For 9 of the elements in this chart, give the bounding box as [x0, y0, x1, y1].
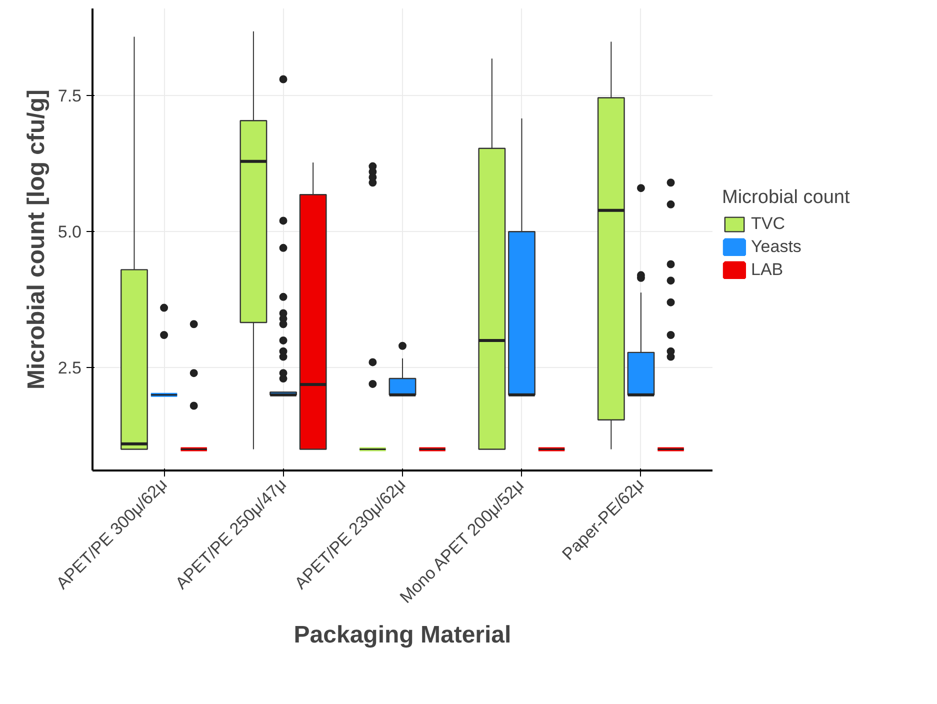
y-tick-label: 2.5 [58, 358, 82, 378]
x-axis-title: Packaging Material [294, 622, 512, 649]
y-tick-label: 5.0 [58, 222, 82, 242]
legend-label: LAB [751, 260, 784, 280]
legend-label: Yeasts [751, 237, 802, 257]
legend-label: TVC [751, 214, 785, 234]
legend-title: Microbial count [722, 187, 850, 209]
y-tick-label: 7.5 [58, 86, 82, 106]
y-axis-title: Microbial count [log cfu/g] [22, 90, 50, 390]
